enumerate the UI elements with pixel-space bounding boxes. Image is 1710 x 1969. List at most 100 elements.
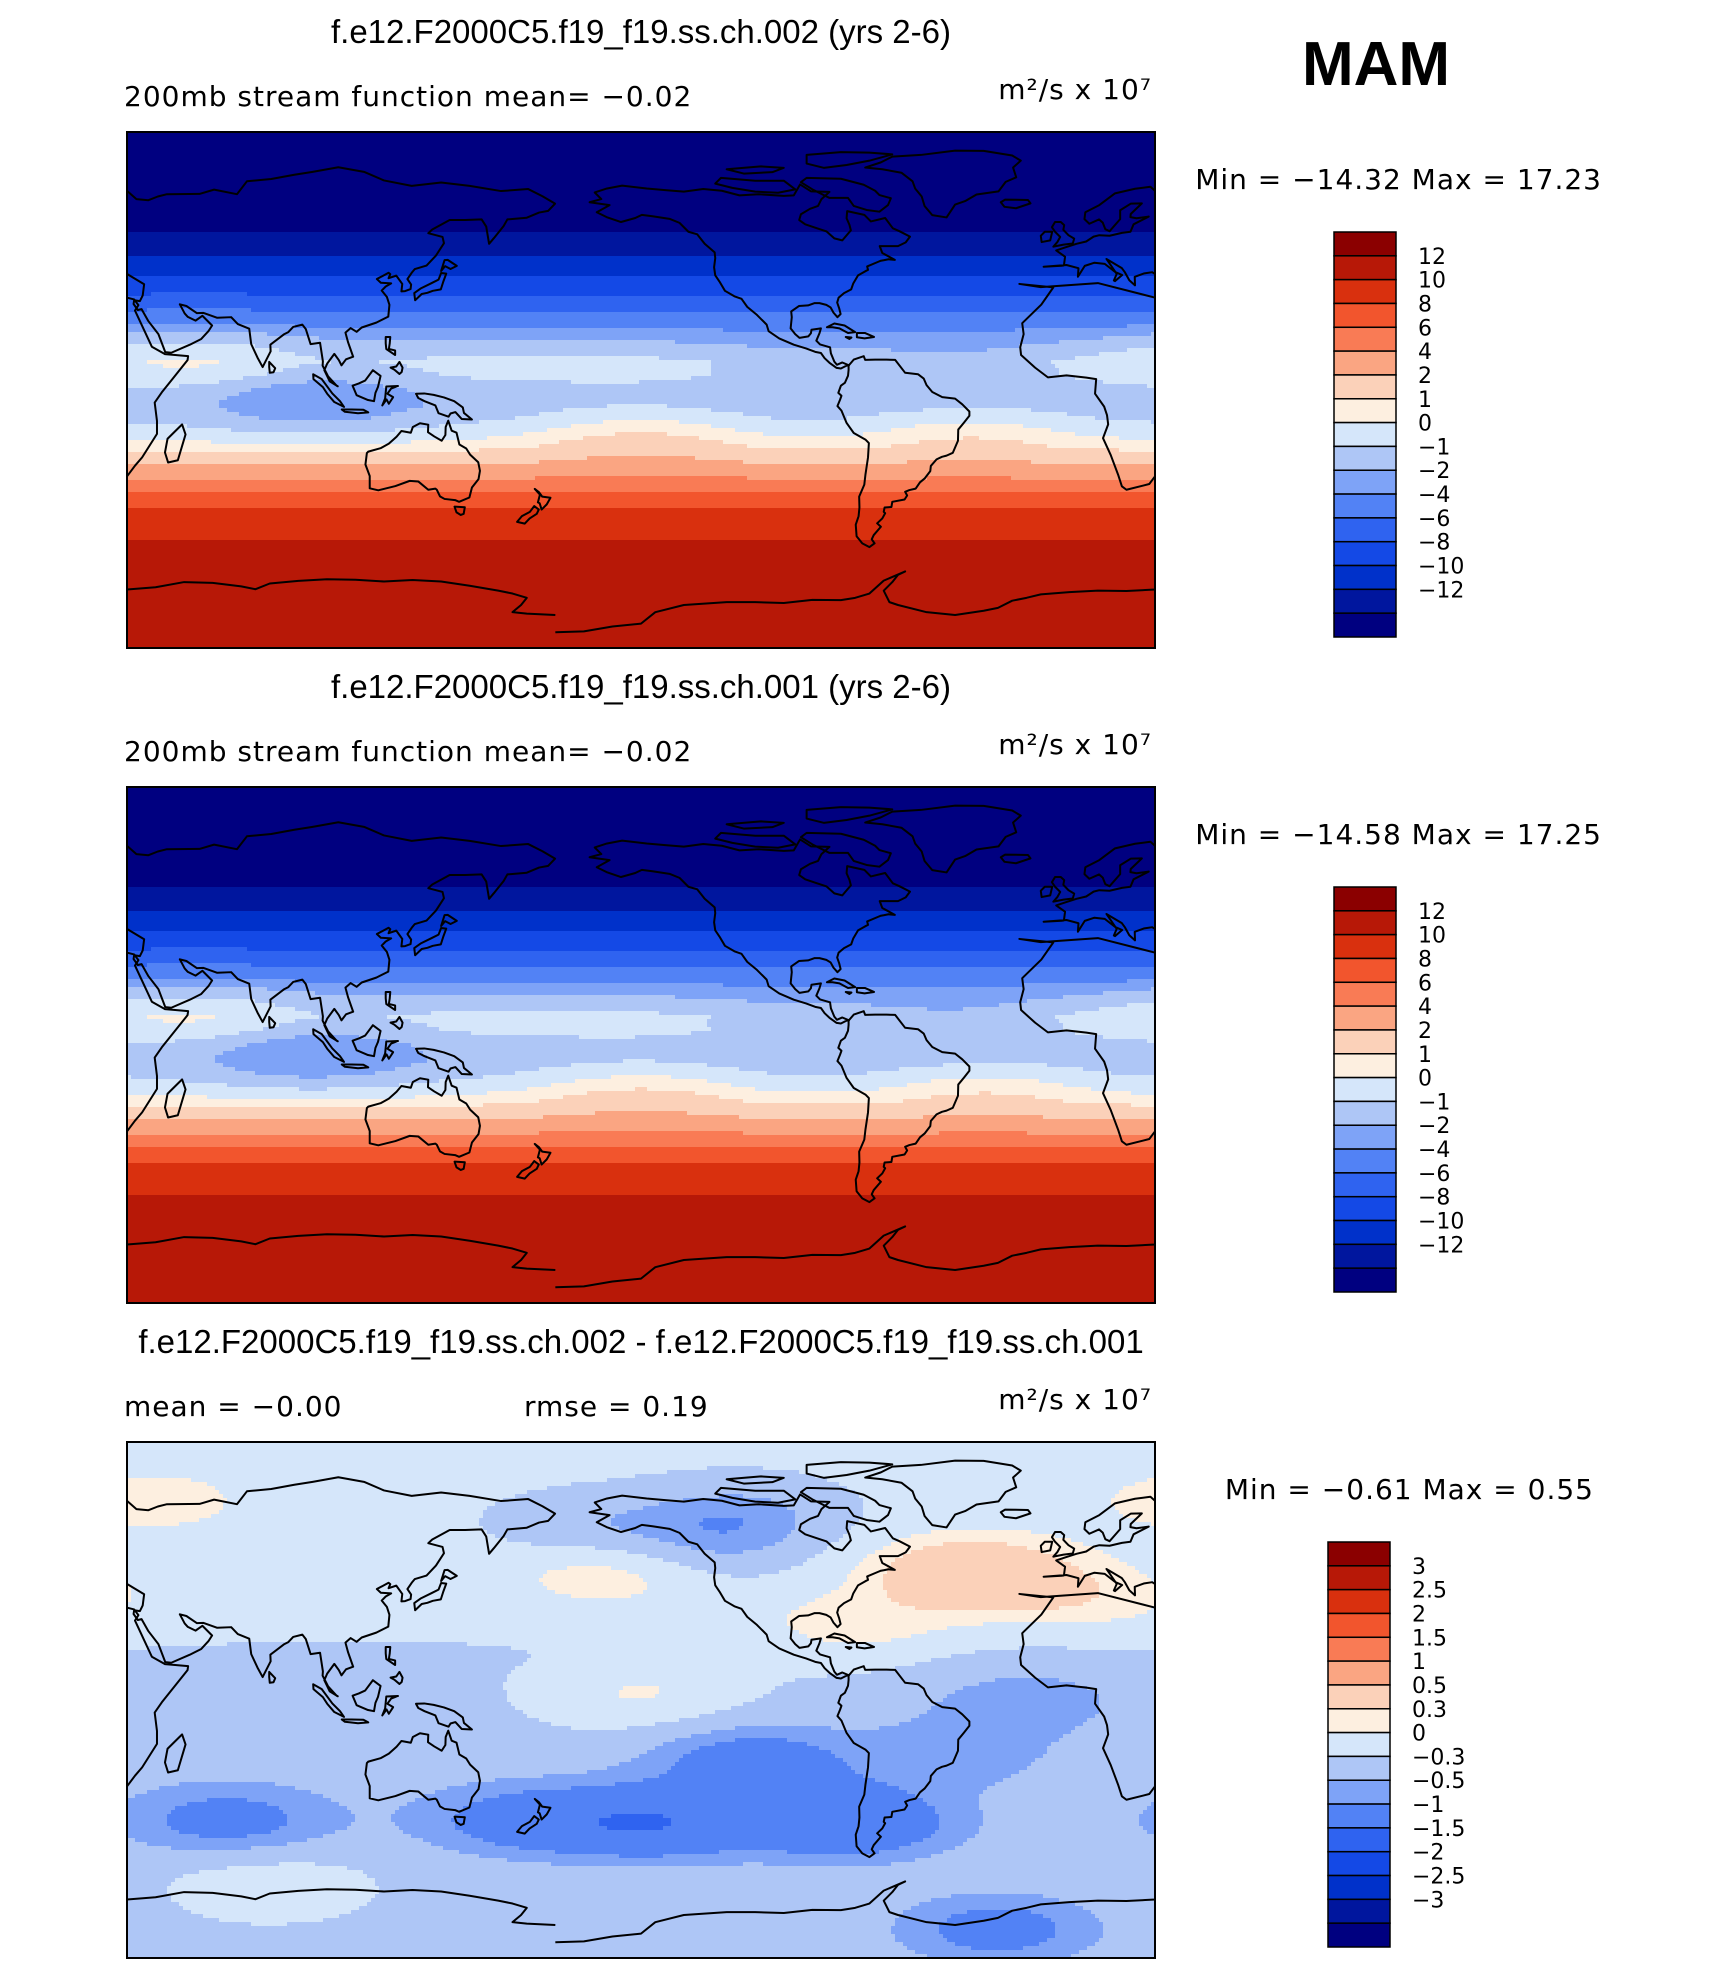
contour-band-cell [1051, 1918, 1100, 1923]
colorbar-tick-label: −0.5 [1412, 1769, 1465, 1794]
contour-band-cell [323, 1794, 424, 1799]
contour-field [127, 1442, 1155, 1958]
contour-band-cell [239, 1031, 472, 1036]
map-plot-area [127, 787, 1155, 1303]
colorbar-swatch [1333, 421, 1397, 448]
contour-band-cell [471, 376, 692, 381]
contour-band-cell [147, 1842, 288, 1847]
contour-band-cell [127, 1870, 200, 1875]
contour-band-cell [283, 368, 424, 373]
contour-band-cell [787, 1850, 880, 1855]
contour-band-cell [851, 1526, 1155, 1531]
contour-band-cell [939, 1922, 1056, 1927]
contour-band-cell [547, 1486, 848, 1491]
contour-band-cell [795, 1678, 996, 1683]
contour-band-cell [603, 420, 680, 425]
contour-band-cell [127, 376, 244, 381]
contour-band-cell [955, 1690, 1096, 1695]
contour-band-cell [1147, 1830, 1155, 1835]
contour-band-cell [127, 580, 1155, 585]
contour-band-cell [1111, 1498, 1155, 1503]
contour-band-cell [215, 1015, 320, 1020]
contour-band-cell [1071, 1730, 1155, 1735]
contour-band-cell [839, 1586, 884, 1591]
contour-band-cell [319, 1015, 388, 1020]
contour-band-cell [983, 1814, 1140, 1819]
colorbar-tick-label: −1 [1412, 1793, 1444, 1818]
contour-band-cell [127, 1670, 512, 1675]
contour-band-cell [127, 1894, 172, 1899]
contour-band-cell [895, 1938, 948, 1943]
contour-band-cell [503, 1686, 624, 1691]
colorbar-tick-label: −4 [1418, 1138, 1450, 1163]
contour-band-cell [619, 1690, 660, 1695]
contour-band-cell [1135, 1614, 1155, 1619]
contour-band-cell [127, 1890, 168, 1895]
contour-band-cell [203, 1914, 340, 1919]
contour-band-cell [127, 156, 1155, 161]
contour-band-cell [787, 1738, 1060, 1743]
contour-band-cell [927, 1630, 1155, 1635]
contour-band-cell [195, 1019, 296, 1024]
contour-band-cell [523, 432, 616, 437]
contour-band-cell [903, 1099, 1064, 1104]
contour-band-cell [847, 1574, 884, 1579]
contour-band-cell [127, 1211, 1155, 1216]
contour-band-cell [795, 1510, 864, 1515]
contour-band-cell [879, 412, 1068, 417]
contour-band-cell [903, 1910, 968, 1915]
contour-band-cell [955, 1942, 1040, 1947]
contour-band-cell [1103, 1550, 1155, 1555]
contour-band-cell [927, 1802, 980, 1807]
contour-band-cell [615, 1782, 888, 1787]
contour-band-cell [127, 1003, 276, 1008]
contour-band-cell [127, 1099, 540, 1104]
contour-band-cell [175, 1039, 268, 1044]
contour-band-cell [979, 1682, 1076, 1687]
contour-band-cell [227, 1498, 504, 1503]
contour-band-cell [127, 1478, 192, 1483]
contour-band-cell [915, 1662, 1155, 1667]
colorbar-swatch [1333, 469, 1397, 495]
map-frame [126, 131, 1156, 649]
contour-band-cell [127, 1650, 528, 1655]
contour-band-cell [1071, 1954, 1155, 1958]
contour-band-cell [979, 1794, 1155, 1799]
contour-band-cell [127, 1590, 132, 1595]
contour-band-cell [935, 1806, 980, 1811]
contour-band-cell [647, 1087, 756, 1092]
contour-band-cell [171, 1826, 280, 1831]
contour-band-cell [871, 1003, 1000, 1008]
contour-band-cell [863, 1514, 1124, 1519]
contour-band-cell [127, 396, 228, 401]
contour-band-cell [127, 1123, 1155, 1128]
contour-band-cell [411, 1834, 472, 1839]
contour-band-cell [371, 1898, 932, 1903]
contour-band-cell [1139, 1570, 1155, 1575]
contour-band-cell [127, 240, 1155, 245]
contour-band-cell [127, 1462, 1155, 1467]
contour-band-cell [127, 220, 1155, 225]
contour-band-cell [891, 428, 1052, 433]
colorbar-swatch [1327, 1898, 1391, 1924]
contour-band-cell [627, 1570, 708, 1575]
contour-band-cell [423, 400, 1155, 405]
contour-band-cell [539, 1131, 744, 1136]
contour-band-cell [767, 1071, 868, 1076]
contour-band-cell [127, 879, 1155, 884]
contour-band-cell [747, 344, 1020, 349]
contour-band-cell [463, 1830, 936, 1835]
contour-band-cell [127, 520, 1155, 525]
contour-band-cell [647, 1586, 840, 1591]
contour-band-cell [127, 1446, 1155, 1451]
contour-band-cell [423, 1794, 500, 1799]
contour-band-cell [127, 328, 724, 333]
contour-band-cell [127, 340, 676, 345]
contour-band-cell [487, 1530, 632, 1535]
contour-band-cell [587, 456, 696, 461]
contour-band-cell [943, 1063, 1048, 1068]
contour-band-cell [695, 456, 1155, 461]
colorbar-tick-label: −10 [1418, 555, 1464, 580]
contour-band-cell [791, 1566, 856, 1571]
contour-band-cell [1103, 1926, 1155, 1931]
